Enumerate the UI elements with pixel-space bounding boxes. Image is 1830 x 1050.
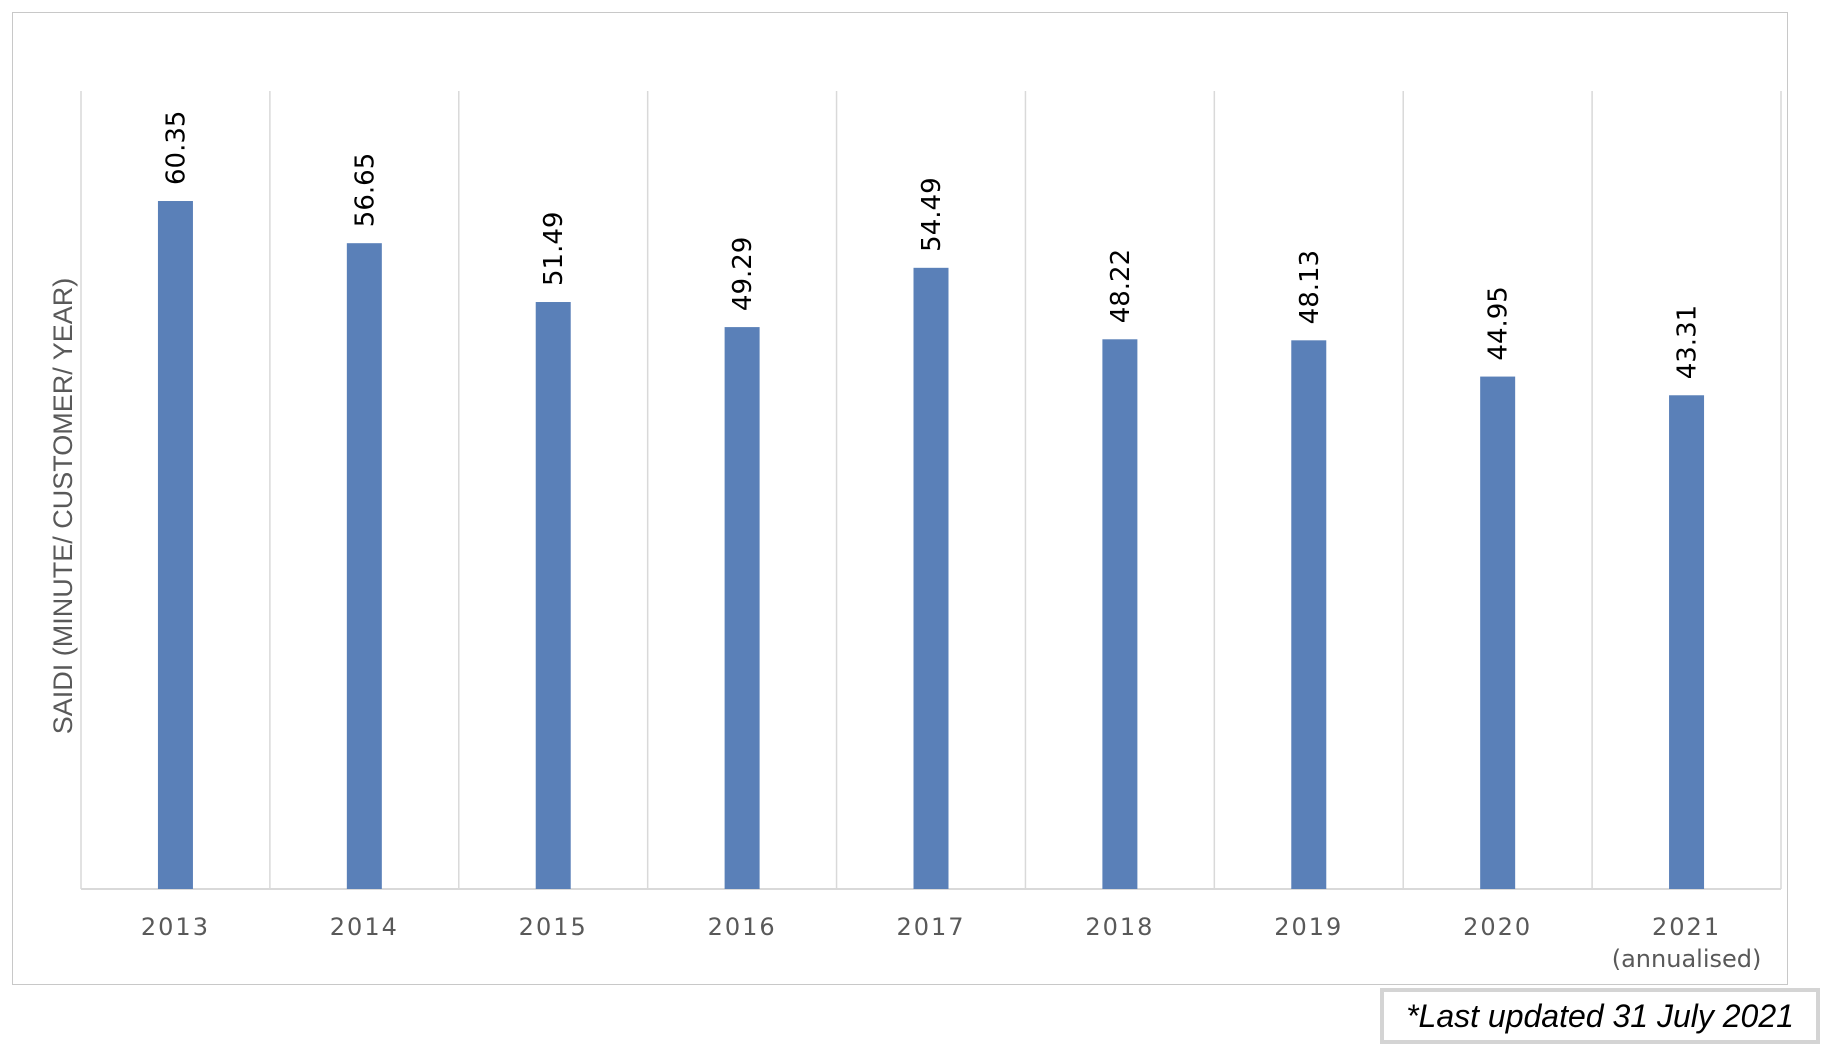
data-label-2021: 43.31 — [1673, 305, 1703, 379]
data-label-2016: 49.29 — [728, 237, 758, 311]
y-axis-title: SAIDI (MINUTE/ CUSTOMER/ YEAR) — [48, 278, 78, 735]
footnote-text: *Last updated 31 July 2021 — [1406, 997, 1794, 1034]
tick-label-2015: 2015 — [519, 913, 588, 941]
tick-label-2018: 2018 — [1085, 913, 1154, 941]
bars — [157, 201, 1705, 890]
tick-label-2016: 2016 — [708, 913, 777, 941]
bar-2015 — [535, 302, 571, 889]
tick-label-2014: 2014 — [330, 913, 399, 941]
bar-chart: 60.35 56.65 51.49 49.29 54.49 48.22 48.13 44.95… — [48, 91, 1782, 973]
bar-2013 — [157, 201, 193, 889]
data-label-2015: 51.49 — [539, 212, 569, 286]
bar-2016 — [724, 327, 760, 889]
data-label-2019: 48.13 — [1295, 250, 1325, 324]
data-label-2014: 56.65 — [350, 153, 380, 227]
bar-2017 — [913, 267, 949, 890]
data-label-2018: 48.22 — [1106, 249, 1136, 323]
data-label-2017: 54.49 — [917, 177, 947, 251]
data-labels: 60.35 56.65 51.49 49.29 54.49 48.22 48.13 44.95… — [161, 111, 1702, 380]
tick-sublabel-2021: (annualised) — [1612, 945, 1762, 973]
tick-label-2019: 2019 — [1274, 913, 1343, 941]
tick-label-2021: 2021 — [1652, 913, 1721, 941]
bar-2014 — [346, 243, 382, 889]
bar-2019 — [1291, 340, 1327, 889]
bar-2018 — [1102, 339, 1138, 889]
tick-label-2017: 2017 — [896, 913, 965, 941]
data-label-2020: 44.95 — [1484, 286, 1514, 360]
x-tick-labels: 2013 2014 2015 2016 2017 2018 2019 2020 2021 (ann… — [141, 913, 1761, 973]
bar-2021 — [1669, 395, 1705, 889]
bar-2020 — [1480, 376, 1516, 889]
tick-label-2020: 2020 — [1463, 913, 1532, 941]
data-label-2013: 60.35 — [161, 111, 191, 185]
chart-frame: 60.35 56.65 51.49 49.29 54.49 48.22 48.13 44.95… — [12, 12, 1788, 985]
footnote-box: *Last updated 31 July 2021 — [1380, 988, 1820, 1044]
tick-label-2013: 2013 — [141, 913, 210, 941]
